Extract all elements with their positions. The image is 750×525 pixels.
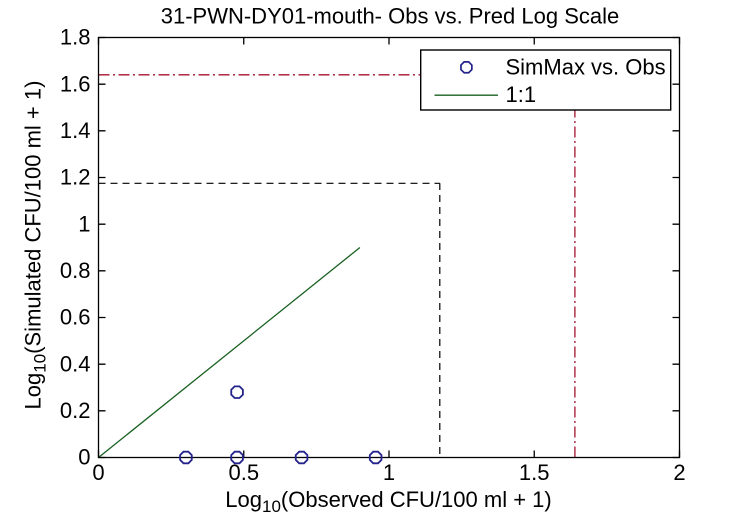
svg-text:1.5: 1.5 xyxy=(519,460,550,485)
svg-text:31-PWN-DY01-mouth- Obs vs. Pre: 31-PWN-DY01-mouth- Obs vs. Pred Log Scal… xyxy=(161,4,620,29)
svg-text:0: 0 xyxy=(78,445,90,470)
svg-text:Log10(Simulated CFU/100 ml + 1: Log10(Simulated CFU/100 ml + 1) xyxy=(21,81,50,410)
svg-text:1:1: 1:1 xyxy=(506,82,537,107)
svg-text:0.6: 0.6 xyxy=(60,305,91,330)
svg-text:SimMax vs. Obs: SimMax vs. Obs xyxy=(506,55,666,80)
svg-text:2: 2 xyxy=(673,460,685,485)
svg-text:1: 1 xyxy=(383,460,395,485)
svg-text:0.2: 0.2 xyxy=(60,398,91,423)
svg-text:0.4: 0.4 xyxy=(60,351,91,376)
svg-text:0.8: 0.8 xyxy=(60,258,91,283)
svg-text:0.5: 0.5 xyxy=(229,460,260,485)
svg-text:1.4: 1.4 xyxy=(60,118,91,143)
svg-text:Log10(Observed CFU/100 ml + 1): Log10(Observed CFU/100 ml + 1) xyxy=(225,487,551,516)
svg-text:1.8: 1.8 xyxy=(60,25,91,50)
svg-text:1.2: 1.2 xyxy=(60,165,91,190)
svg-text:0: 0 xyxy=(92,460,104,485)
svg-text:1.6: 1.6 xyxy=(60,71,91,96)
svg-text:1: 1 xyxy=(78,211,90,236)
